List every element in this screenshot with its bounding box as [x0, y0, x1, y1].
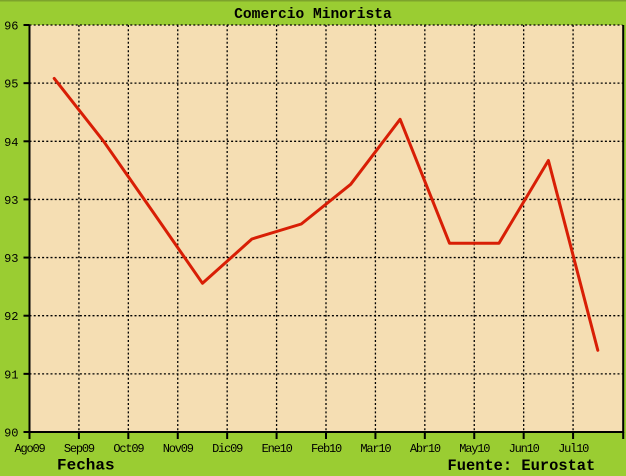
svg-text:96: 96: [4, 20, 18, 34]
svg-text:Oct09: Oct09: [113, 442, 144, 456]
svg-text:Feb10: Feb10: [311, 442, 342, 456]
svg-text:Dic09: Dic09: [212, 442, 243, 456]
svg-text:Jun10: Jun10: [509, 442, 540, 456]
svg-text:Nov09: Nov09: [163, 442, 194, 456]
svg-text:May10: May10: [459, 442, 490, 456]
svg-text:90: 90: [4, 427, 18, 441]
svg-text:91: 91: [4, 368, 18, 382]
svg-text:Mar10: Mar10: [360, 442, 391, 456]
svg-text:92: 92: [4, 310, 18, 324]
svg-text:Fuente: Eurostat: Fuente: Eurostat: [448, 457, 596, 475]
svg-text:93: 93: [4, 194, 18, 208]
svg-text:Ene10: Ene10: [262, 442, 293, 456]
svg-text:Sep09: Sep09: [64, 442, 95, 456]
svg-text:93: 93: [4, 252, 18, 266]
svg-text:Comercio Minorista: Comercio Minorista: [234, 7, 392, 23]
svg-text:Fechas: Fechas: [57, 457, 115, 475]
svg-text:94: 94: [4, 136, 18, 150]
svg-text:Abr10: Abr10: [410, 442, 441, 456]
svg-text:Ago09: Ago09: [14, 442, 45, 456]
svg-text:Jul10: Jul10: [558, 442, 589, 456]
svg-text:95: 95: [4, 78, 18, 92]
